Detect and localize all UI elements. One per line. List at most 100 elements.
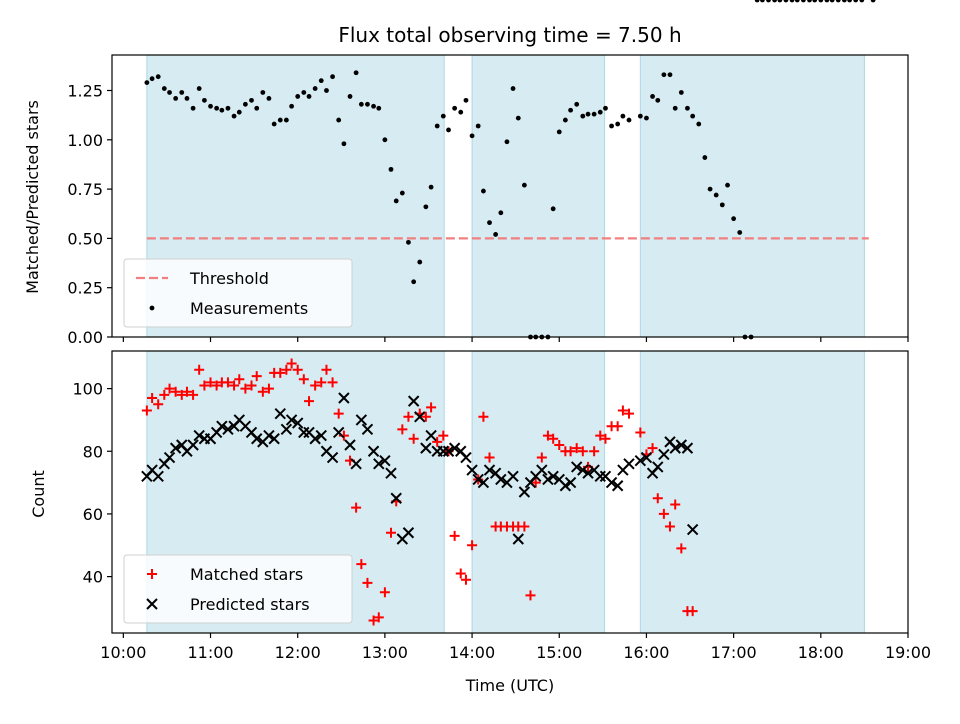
measurement-point [789, 0, 795, 3]
measurement-point [306, 94, 312, 99]
predicted-star-point [658, 448, 670, 461]
x-tick-label: 17:00 [711, 643, 757, 662]
legend-matched-swatch [147, 569, 157, 579]
top-y-tick-label: 0.50 [67, 229, 103, 248]
measurement-point [469, 133, 475, 139]
predicted-star-point [338, 392, 350, 404]
predicted-star-point [512, 533, 524, 545]
predicted-star-point [570, 461, 583, 473]
measurement-point [702, 155, 708, 160]
measurement-point [487, 220, 492, 226]
matched-star-point [310, 380, 321, 391]
measurement-point [812, 0, 818, 3]
measurement-point [521, 182, 527, 188]
measurement-point [731, 216, 737, 222]
measurement-point [428, 184, 434, 190]
matched-star-point [397, 424, 408, 435]
top-panel: 0.00 0.25 0.50 0.75 1.00 1.25 Threshold Measure… [67, 0, 909, 347]
measurement-point [463, 97, 469, 103]
matched-star-point [373, 612, 384, 623]
measurement-point [330, 74, 335, 80]
bottom-legend-label: Matched stars [190, 565, 303, 584]
matched-star-point [240, 383, 251, 394]
measurement-point [289, 103, 295, 109]
matched-star-point [164, 383, 175, 394]
predicted-star-point [652, 461, 664, 473]
matched-star-point [664, 521, 675, 532]
predicted-star-point [169, 442, 182, 454]
measurement-point [504, 139, 510, 145]
measurement-point [847, 0, 852, 3]
measurement-point [580, 113, 586, 119]
x-tick-label: 14:00 [449, 643, 495, 662]
measurement-point [655, 97, 661, 103]
predicted-star-point [437, 445, 450, 457]
matched-star-point [408, 433, 419, 444]
predicted-star-point [344, 439, 356, 451]
measurement-point [690, 113, 696, 119]
measurement-point [277, 117, 283, 123]
measurement-point [713, 192, 719, 198]
top-shaded-interval-1 [471, 54, 606, 338]
measurement-point [597, 109, 603, 115]
x-tick-label: 15:00 [536, 643, 582, 662]
predicted-star-point [460, 451, 472, 464]
predicted-star-point [442, 445, 455, 457]
predicted-star-point [420, 442, 432, 454]
predicted-star-point [495, 473, 507, 486]
matched-star-point [170, 386, 181, 397]
predicted-star-point [466, 464, 478, 476]
predicted-star-point [222, 423, 234, 436]
measurement-point [667, 72, 673, 78]
predicted-star-point [623, 458, 635, 470]
measurement-point [406, 239, 411, 245]
measurement-point [190, 105, 196, 111]
predicted-star-point [669, 442, 681, 454]
measurement-point [266, 95, 272, 101]
measurement-point [515, 115, 521, 121]
x-tick-label: 19:00 [885, 643, 931, 662]
legend-predicted-swatch [146, 598, 158, 610]
bottom-legend-label: Predicted stars [190, 595, 310, 614]
measurement-point [766, 0, 771, 3]
measurement-point [841, 0, 847, 3]
predicted-star-point [407, 395, 420, 407]
matched-star-point [577, 446, 588, 457]
matched-star-point [589, 446, 600, 457]
bottom-panel: 40 60 80 100 10:00 11:00 12:00 13:00 14:00 15:00 1… [72, 351, 931, 662]
predicted-star-point [611, 480, 624, 492]
predicted-star-point [274, 407, 286, 420]
measurement-point [144, 80, 150, 86]
predicted-star-point [605, 476, 618, 489]
measurement-point [870, 0, 876, 3]
matched-star-point [478, 411, 489, 422]
measurement-point [626, 117, 632, 123]
predicted-star-point [414, 411, 426, 423]
matched-star-point [530, 477, 541, 488]
matched-star-point [455, 568, 466, 579]
measurement-point [219, 107, 225, 113]
matched-star-point [658, 508, 669, 519]
predicted-star-point [582, 467, 594, 479]
matched-star-point [647, 443, 658, 454]
predicted-star-point [193, 429, 205, 442]
measurement-point [620, 113, 626, 119]
predicted-star-point [547, 470, 559, 483]
measurement-point [399, 190, 405, 196]
matched-star-point [612, 421, 623, 432]
predicted-star-point [559, 480, 572, 492]
matched-star-point [234, 374, 245, 385]
measurement-point [231, 113, 237, 119]
predicted-star-point [425, 429, 437, 442]
matched-star-point [281, 364, 292, 375]
measurement-point [173, 95, 179, 101]
matched-star-point [519, 521, 530, 532]
predicted-star-point [216, 420, 228, 432]
measurement-point [202, 97, 207, 103]
matched-star-point [327, 377, 338, 388]
measurement-point [696, 121, 702, 127]
x-tick-label: 12:00 [275, 643, 321, 662]
measurement-point [184, 95, 190, 101]
matched-star-point [205, 377, 216, 388]
matched-star-point [525, 590, 536, 601]
